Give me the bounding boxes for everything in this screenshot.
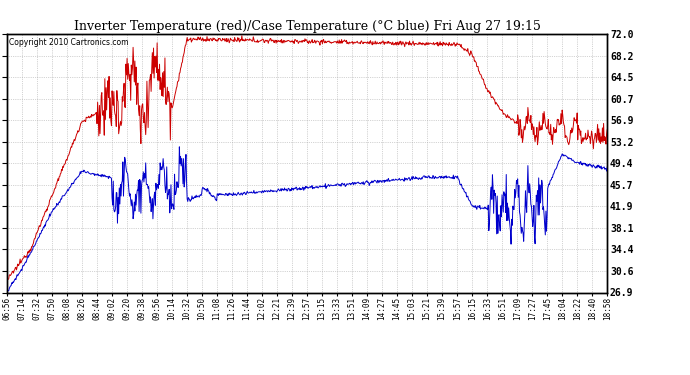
Text: Copyright 2010 Cartronics.com: Copyright 2010 Cartronics.com: [9, 38, 128, 46]
Title: Inverter Temperature (red)/Case Temperature (°C blue) Fri Aug 27 19:15: Inverter Temperature (red)/Case Temperat…: [74, 20, 540, 33]
